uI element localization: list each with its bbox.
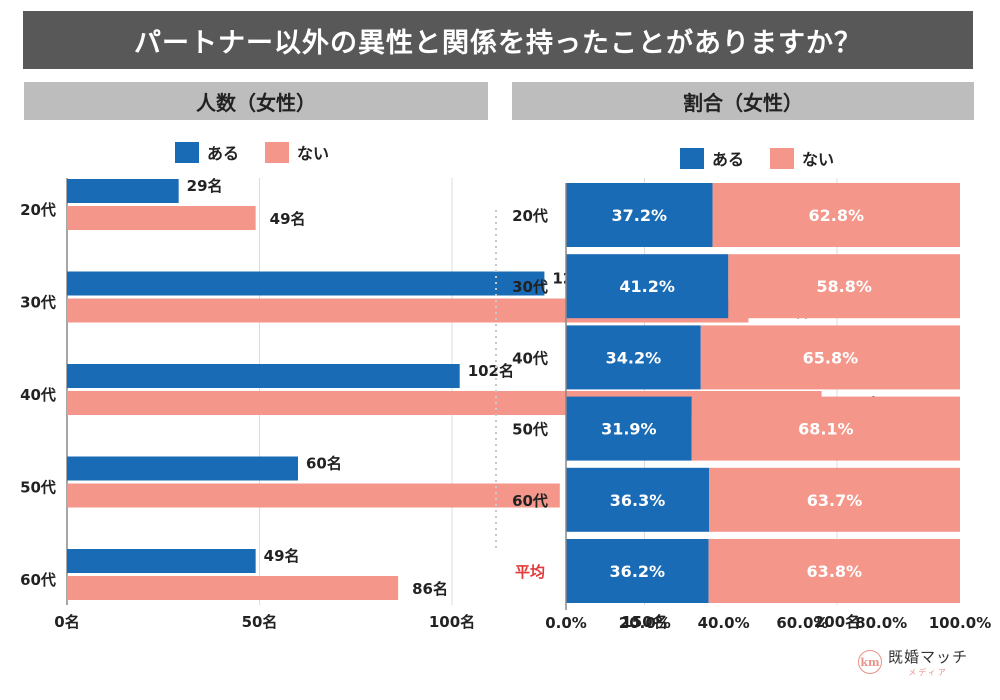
right-xtick-label: 80.0% (855, 614, 907, 632)
right-data-label-no: 58.8% (816, 277, 872, 296)
left-data-label-yes: 60名 (306, 455, 342, 473)
legend-swatch-no (265, 141, 290, 163)
logo-name: 既婚マッチ (888, 648, 969, 666)
legend-label-yes: ある (207, 144, 240, 163)
legend-item-yes: ある (175, 140, 239, 164)
left-panel-header: 人数（女性） (24, 82, 488, 120)
left-xtick-label: 150名 (621, 613, 667, 631)
right-data-label-yes: 34.2% (606, 348, 662, 367)
right-bar-yes (566, 325, 701, 390)
left-category-label: 30代 (20, 294, 56, 312)
left-xtick-label: 0名 (54, 613, 79, 631)
left-bar-yes (67, 456, 298, 481)
right-bar-no (708, 539, 960, 603)
right-legend: ある ない (680, 146, 860, 170)
right-category-label: 20代 (512, 207, 548, 225)
right-bar-yes (566, 254, 729, 319)
right-data-label-yes: 36.3% (610, 491, 666, 510)
legend-item-no: ない (770, 146, 834, 170)
right-xtick-label: 0.0% (545, 614, 587, 632)
left-xtick-label: 100名 (429, 613, 475, 631)
left-category-label: 40代 (20, 386, 56, 404)
legend-swatch-no (770, 147, 795, 169)
right-panel-header: 割合（女性） (512, 82, 974, 120)
right-category-label: 30代 (512, 278, 548, 296)
right-xtick-label: 100.0% (929, 614, 991, 632)
left-panel-title: 人数（女性） (196, 90, 316, 115)
left-bar-no (67, 483, 560, 508)
left-bar-yes (67, 364, 460, 388)
right-category-label: 60代 (512, 492, 548, 510)
left-xtick-label: 50名 (242, 613, 278, 631)
legend-label-no: ない (802, 150, 835, 169)
legend-item-yes: ある (680, 146, 744, 170)
right-xtick-label: 60.0% (776, 614, 828, 632)
left-bar-no (67, 576, 399, 600)
right-data-label-yes: 41.2% (619, 277, 675, 296)
right-xtick-label: 40.0% (698, 614, 750, 632)
left-data-label-no: 86名 (412, 580, 448, 598)
right-category-label-average: 平均 (515, 563, 545, 581)
right-bar-no (700, 325, 960, 390)
legend-label-no: ない (297, 144, 330, 163)
chart-title: パートナー以外の異性と関係を持ったことがありますか？ (134, 27, 862, 59)
media-logo: km 既婚マッチ メディア (858, 646, 968, 678)
logo-mark-icon: km (858, 650, 882, 674)
right-data-label-yes: 31.9% (601, 420, 657, 439)
left-data-label-yes: 29名 (187, 177, 223, 195)
legend-label-yes: ある (712, 150, 745, 169)
right-bar-no (709, 467, 960, 532)
legend-swatch-yes (175, 141, 199, 163)
left-bar-yes (67, 179, 179, 203)
left-data-label-yes: 102名 (468, 362, 514, 380)
left-bar-yes (67, 271, 545, 296)
right-data-label-no: 63.7% (807, 491, 863, 510)
left-data-label-yes: 49名 (264, 547, 300, 565)
left-data-label-no: 49名 (270, 210, 306, 228)
left-category-label: 60代 (20, 571, 56, 589)
right-data-label-no: 63.8% (807, 562, 863, 581)
left-xtick-label: 200名 (814, 613, 860, 631)
right-bar-no (691, 396, 960, 461)
left-legend: ある ない (175, 140, 355, 164)
left-category-label: 50代 (20, 479, 56, 497)
right-panel-title: 割合（女性） (683, 90, 803, 115)
right-bar-yes (566, 396, 692, 461)
left-bar-no (67, 206, 256, 230)
right-data-label-yes: 36.2% (610, 562, 666, 581)
right-bar-yes (566, 467, 710, 532)
right-xtick-label: 20.0% (619, 614, 671, 632)
right-data-label-no: 68.1% (798, 420, 854, 439)
legend-swatch-yes (680, 147, 704, 169)
right-category-label: 40代 (512, 349, 548, 367)
right-bar-no (728, 254, 960, 319)
right-data-label-yes: 37.2% (612, 206, 668, 225)
logo-sub: メディア (908, 668, 948, 677)
left-bar-yes (67, 549, 256, 573)
left-category-label: 20代 (20, 201, 56, 219)
legend-item-no: ない (265, 140, 329, 164)
right-category-label: 50代 (512, 421, 548, 439)
right-data-label-no: 65.8% (803, 348, 859, 367)
right-bar-no (712, 183, 960, 247)
right-bar-yes (566, 539, 709, 603)
right-data-label-no: 62.8% (809, 206, 865, 225)
chart-title-bar: パートナー以外の異性と関係を持ったことがありますか？ (23, 11, 973, 69)
right-bar-yes (566, 183, 713, 247)
